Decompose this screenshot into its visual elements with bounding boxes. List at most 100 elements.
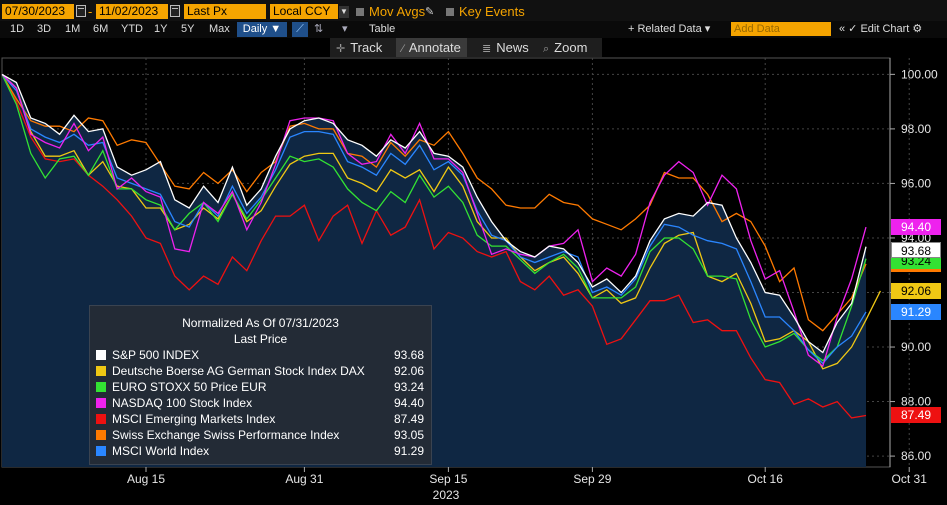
legend-swatch	[96, 382, 106, 392]
crosshair-icon: ✛	[336, 43, 346, 55]
range-1m[interactable]: 1M	[65, 23, 81, 35]
chevron-down-icon[interactable]: ▼	[339, 6, 349, 18]
y-tick-label: 96.00	[901, 176, 931, 190]
date-separator: -	[88, 4, 93, 19]
legend-series-value: 87.49	[393, 412, 424, 426]
end-date-field[interactable]: 11/02/2023	[96, 4, 168, 19]
last-value-tag: 94.40	[891, 219, 941, 236]
more-options-icon[interactable]: ▾	[342, 23, 348, 35]
series-line-1	[1, 73, 881, 370]
legend-series-name: S&P 500 INDEX	[112, 348, 200, 362]
chart-legend: Normalized As Of 07/31/2023 Last Price S…	[89, 305, 432, 465]
legend-series-value: 94.40	[393, 396, 424, 410]
legend-series-value: 93.24	[393, 380, 424, 394]
series-line-5	[1, 74, 867, 332]
key-events-checkbox[interactable]	[446, 8, 454, 16]
x-tick-label: Aug 15	[127, 472, 165, 486]
magnifier-icon: ⌕	[543, 43, 550, 55]
legend-series-name: EURO STOXX 50 Price EUR	[112, 380, 267, 394]
x-tick-label: Oct 16	[748, 472, 784, 486]
mov-avgs-label[interactable]: Mov Avgs	[369, 4, 426, 19]
legend-series-name: MSCI World Index	[112, 444, 210, 458]
line-chart-icon[interactable]: ⟋	[292, 22, 308, 37]
legend-series-name: NASDAQ 100 Stock Index	[112, 396, 253, 410]
y-tick-label: 100.00	[901, 67, 938, 81]
legend-series-value: 92.06	[393, 364, 424, 378]
range-1d[interactable]: 1D	[10, 23, 25, 35]
range-max[interactable]: Max	[209, 23, 230, 35]
legend-series-name: Deutsche Boerse AG German Stock Index DA…	[112, 364, 365, 378]
zoom-button[interactable]: ⌕ Zoom	[543, 38, 587, 57]
range-3d[interactable]: 3D	[37, 23, 52, 35]
series-line-3	[1, 73, 867, 368]
related-data-button[interactable]: + Related Data ▾	[628, 23, 711, 35]
last-value-tag: 93.68	[891, 241, 941, 258]
series-line-0	[1, 73, 867, 354]
frequency-selector[interactable]: Daily ▼	[237, 22, 287, 37]
legend-item[interactable]: NASDAQ 100 Stock Index 94.40	[96, 395, 424, 411]
x-tick-label: Sep 15	[429, 472, 467, 486]
range-6m[interactable]: 6M	[93, 23, 109, 35]
legend-swatch	[96, 430, 106, 440]
chart-tools: ✛ Track ∕ Annotate ≣ News ⌕ Zoom	[330, 38, 602, 57]
range-toolbar	[0, 21, 947, 38]
legend-series-name: Swiss Exchange Swiss Performance Index	[112, 428, 340, 442]
legend-title: Normalized As Of 07/31/2023	[182, 316, 339, 330]
legend-item[interactable]: Deutsche Boerse AG German Stock Index DA…	[96, 363, 424, 379]
currency-selector[interactable]: Local CCY	[270, 4, 338, 19]
series-line-4	[1, 74, 867, 419]
news-button[interactable]: ≣ News	[482, 38, 529, 57]
legend-swatch	[96, 366, 106, 376]
x-axis-label: 2023	[433, 488, 460, 502]
chart-type-icon[interactable]: ⇅	[314, 23, 324, 35]
track-label: Track	[350, 40, 383, 55]
legend-swatch	[96, 446, 106, 456]
legend-subtitle: Last Price	[233, 332, 288, 346]
y-tick-label: 90.00	[901, 340, 931, 354]
annotate-label: Annotate	[408, 40, 461, 55]
track-button[interactable]: ✛ Track	[336, 38, 382, 57]
start-date-field[interactable]: 07/30/2023	[2, 4, 74, 19]
legend-series-value: 93.68	[393, 348, 424, 362]
news-label: News	[496, 40, 529, 55]
y-tick-label: 88.00	[901, 395, 931, 409]
calendar-icon[interactable]	[76, 5, 86, 17]
annotate-button[interactable]: ∕ Annotate	[396, 38, 467, 57]
y-tick-label: 98.00	[901, 122, 931, 136]
last-value-tag: 91.29	[891, 303, 941, 320]
range-5y[interactable]: 5Y	[181, 23, 195, 35]
pencil-icon[interactable]: ✎	[425, 6, 435, 18]
x-tick-label: Oct 31	[892, 472, 928, 486]
x-tick-label: Sep 29	[573, 472, 611, 486]
last-value-tag: 87.49	[891, 407, 941, 424]
legend-swatch	[96, 414, 106, 424]
legend-series-value: 93.05	[393, 428, 424, 442]
table-button[interactable]: Table	[369, 23, 396, 35]
top-toolbar: 07/30/2023 - 11/02/2023 Last Px Local CC…	[0, 0, 947, 21]
legend-series-value: 91.29	[393, 444, 424, 458]
y-tick-label: 86.00	[901, 449, 931, 463]
news-icon: ≣	[482, 43, 492, 55]
legend-item[interactable]: S&P 500 INDEX 93.68	[96, 347, 424, 363]
legend-series-name: MSCI Emerging Markets Index	[112, 412, 276, 426]
key-events-label[interactable]: Key Events	[459, 4, 525, 19]
legend-item[interactable]: MSCI World Index 91.29	[96, 443, 424, 459]
calendar-icon[interactable]	[170, 5, 180, 17]
zoom-label: Zoom	[554, 40, 588, 55]
legend-swatch	[96, 350, 106, 360]
series-line-2	[1, 74, 867, 362]
x-tick-label: Aug 31	[285, 472, 323, 486]
range-1y[interactable]: 1Y	[154, 23, 168, 35]
add-data-input[interactable]: Add Data	[731, 22, 831, 36]
legend-item[interactable]: Swiss Exchange Swiss Performance Index 93…	[96, 427, 424, 443]
legend-item[interactable]: MSCI Emerging Markets Index 87.49	[96, 411, 424, 427]
mov-avgs-checkbox[interactable]	[356, 8, 364, 16]
range-ytd[interactable]: YTD	[121, 23, 143, 35]
pen-icon: ∕	[402, 43, 404, 55]
legend-item[interactable]: EURO STOXX 50 Price EUR 93.24	[96, 379, 424, 395]
series-line-6	[1, 73, 867, 365]
edit-chart-button[interactable]: « ✓ Edit Chart ⚙	[839, 23, 923, 35]
last-value-tag: 92.06	[891, 282, 941, 299]
legend-swatch	[96, 398, 106, 408]
field-selector[interactable]: Last Px	[184, 4, 266, 19]
